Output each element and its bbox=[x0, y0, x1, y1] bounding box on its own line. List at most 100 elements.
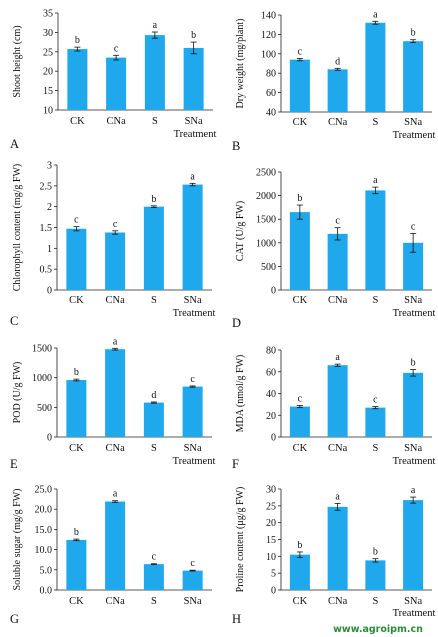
x-tick-label: CNa bbox=[328, 443, 348, 454]
y-axis-title: Soluble sugar (mg/g FW) bbox=[12, 489, 23, 591]
y-tick-label: 25 bbox=[43, 47, 53, 58]
x-tick-label: CNa bbox=[328, 295, 348, 306]
y-tick-label: 20 bbox=[266, 518, 276, 529]
x-tick-label: SNa bbox=[404, 596, 422, 607]
bar-sna bbox=[403, 500, 424, 590]
bar-ck bbox=[289, 406, 310, 437]
x-tick-label: SNa bbox=[184, 295, 202, 306]
y-tick-label: 100 bbox=[261, 49, 276, 60]
bar-sna bbox=[182, 570, 203, 590]
bar-s bbox=[143, 564, 164, 590]
y-tick-label: 500 bbox=[261, 262, 276, 273]
significance-letter: c bbox=[298, 393, 303, 404]
y-tick-label: 1000 bbox=[256, 238, 276, 249]
x-tick-label: SNa bbox=[404, 295, 422, 306]
significance-letter: b bbox=[411, 358, 416, 369]
y-tick-label: 10.0 bbox=[35, 545, 53, 556]
bar-sna bbox=[182, 386, 203, 437]
bar-cna bbox=[327, 506, 348, 590]
bar-cna bbox=[327, 365, 348, 437]
watermark-url: www.agroipm.cn bbox=[333, 624, 423, 635]
x-tick-label: SNa bbox=[404, 117, 422, 128]
significance-letter: a bbox=[190, 171, 195, 182]
bar-s bbox=[144, 35, 165, 111]
y-tick-label: 1500 bbox=[32, 344, 52, 355]
y-tick-label: 0 bbox=[271, 586, 276, 597]
significance-letter: b bbox=[297, 193, 302, 204]
panel-letter: A bbox=[10, 137, 19, 151]
panel-letter: E bbox=[10, 457, 18, 471]
significance-letter: c bbox=[114, 43, 119, 54]
bar-sna bbox=[403, 372, 424, 437]
x-tick-label: CK bbox=[69, 443, 84, 454]
y-tick-label: 35 bbox=[43, 9, 53, 20]
y-tick-label: 1000 bbox=[32, 373, 52, 384]
y-tick-label: 10 bbox=[266, 552, 276, 563]
x-axis-title: Treatment bbox=[174, 129, 217, 140]
y-axis-title: Dry weight (mg/plant) bbox=[235, 19, 246, 109]
x-tick-label: S bbox=[372, 295, 378, 306]
bar-ck bbox=[289, 59, 310, 112]
y-tick-label: 30 bbox=[266, 485, 276, 496]
panel-e: 0 500 1000 1500 b CK a CNa d Sc SNa Treatment POD (U… bbox=[10, 336, 215, 471]
significance-letter: c bbox=[190, 558, 195, 569]
y-tick-label: 10 bbox=[43, 106, 53, 117]
significance-letter: a bbox=[373, 175, 378, 186]
y-tick-label: 500 bbox=[37, 403, 52, 414]
bar-cna bbox=[105, 501, 126, 590]
bar-sna bbox=[403, 242, 424, 290]
panel-c: 0 0.5 1 1.5 2 2.5 3 c CK c CNa b Sa SNa Treatment Chlor… bbox=[10, 161, 215, 329]
y-tick-label: 15 bbox=[266, 535, 276, 546]
significance-letter: d bbox=[151, 390, 156, 401]
x-axis-title: Treatment bbox=[393, 130, 436, 141]
y-tick-label: 5.0 bbox=[40, 565, 53, 576]
bar-s bbox=[365, 22, 386, 112]
y-tick-label: 3 bbox=[47, 161, 52, 172]
significance-letter: a bbox=[335, 491, 340, 502]
bar-ck bbox=[289, 212, 310, 290]
y-tick-label: 0 bbox=[47, 433, 52, 444]
y-axis-title: CAT (U/g FW) bbox=[235, 201, 246, 261]
y-tick-label: 0 bbox=[47, 286, 52, 297]
bar-s bbox=[365, 190, 386, 290]
panel-letter: B bbox=[232, 139, 240, 153]
bar-ck bbox=[66, 228, 87, 290]
y-tick-label: 140 bbox=[261, 11, 276, 22]
y-tick-label: 120 bbox=[261, 30, 276, 41]
y-tick-label: 0.0 bbox=[40, 586, 53, 597]
x-tick-label: SNa bbox=[404, 443, 422, 454]
y-tick-label: 25 bbox=[266, 501, 276, 512]
bar-s bbox=[143, 402, 164, 437]
x-axis-title: Treatment bbox=[393, 608, 436, 619]
x-tick-label: CK bbox=[293, 295, 308, 306]
significance-letter: c bbox=[411, 221, 416, 232]
bar-ck bbox=[289, 554, 310, 590]
bar-cna bbox=[327, 233, 348, 290]
x-tick-label: CNa bbox=[328, 117, 348, 128]
panel-a: 10 15 20 25 30 35 b CK c CNa a Sb SNa Treatment Shoot … bbox=[10, 9, 216, 152]
x-tick-label: S bbox=[152, 116, 158, 127]
significance-letter: a bbox=[373, 9, 378, 20]
y-axis-title: MDA (nmol/g FW) bbox=[235, 355, 246, 433]
y-tick-label: 0.5 bbox=[40, 265, 53, 276]
significance-letter: b bbox=[297, 540, 302, 551]
x-axis-title: Treatment bbox=[393, 456, 436, 467]
x-tick-label: CK bbox=[69, 596, 84, 607]
significance-letter: a bbox=[153, 20, 158, 31]
y-tick-label: 30 bbox=[43, 28, 53, 39]
x-tick-label: CK bbox=[293, 443, 308, 454]
x-tick-label: CNa bbox=[106, 596, 126, 607]
bar-s bbox=[365, 407, 386, 437]
significance-letter: c bbox=[190, 374, 195, 385]
x-tick-label: CNa bbox=[107, 116, 127, 127]
y-tick-label: 0 bbox=[271, 433, 276, 444]
y-tick-label: 60 bbox=[266, 88, 276, 99]
x-axis-title: Treatment bbox=[173, 308, 216, 319]
y-tick-label: 0 bbox=[271, 286, 276, 297]
panel-f: 0 20 40 60 80 c CK a CNa c Sb SNa Treatment MDA (nmol… bbox=[232, 346, 435, 472]
y-tick-label: 80 bbox=[266, 69, 276, 80]
x-tick-label: S bbox=[151, 443, 157, 454]
x-tick-label: SNa bbox=[184, 443, 202, 454]
y-axis-title: Shoot height (cm) bbox=[12, 25, 23, 97]
